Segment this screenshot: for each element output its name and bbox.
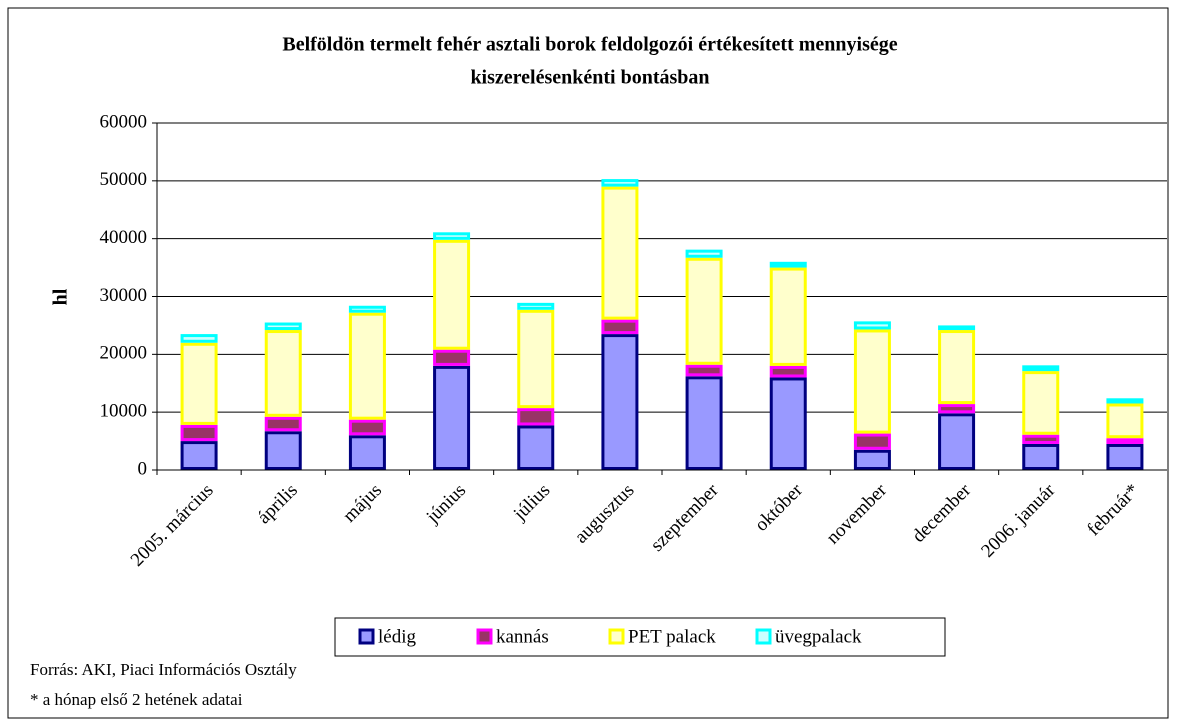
bar-segment: [769, 267, 807, 366]
bar-segment: [1022, 365, 1060, 372]
bar-segment: [938, 330, 976, 405]
bar-segment: [264, 416, 302, 432]
legend-swatch: [476, 628, 493, 645]
bar-segment: [938, 404, 976, 414]
bar-segment: [348, 435, 386, 470]
bar-segment: [1022, 371, 1060, 435]
bar-segment: [180, 424, 218, 442]
bar-segment: [433, 232, 471, 240]
bar-segment: [601, 186, 639, 320]
bar-segment: [769, 377, 807, 471]
bar-segment: [685, 364, 723, 377]
bar-segment: [180, 342, 218, 425]
bar-segment: [853, 433, 891, 450]
bar-segment: [433, 349, 471, 366]
bar-segment: [180, 441, 218, 471]
y-tick-label: 0: [138, 458, 148, 479]
source-note: Forrás: AKI, Piaci Információs Osztály: [30, 660, 297, 679]
bar-segment: [433, 239, 471, 350]
bar-segment: [1106, 398, 1144, 404]
bar-segment: [517, 309, 555, 409]
bar-segment: [938, 325, 976, 331]
bar-segment: [769, 365, 807, 378]
bar-segment: [517, 408, 555, 426]
bar-segment: [853, 321, 891, 330]
bar-segment: [853, 449, 891, 470]
bar-segment: [348, 312, 386, 420]
bar-segment: [348, 305, 386, 313]
legend-label: kannás: [496, 626, 549, 647]
bar-segment: [601, 319, 639, 335]
y-tick-label: 20000: [100, 343, 148, 364]
chart-title: kiszerelésenkénti bontásban: [470, 67, 709, 89]
bar-segment: [433, 365, 471, 470]
y-tick-label: 30000: [100, 285, 148, 306]
chart-title: Belföldön termelt fehér asztali borok fe…: [282, 34, 897, 56]
bar-segment: [601, 334, 639, 471]
legend-label: PET palack: [628, 626, 716, 647]
legend-swatch: [755, 628, 772, 645]
legend-box: [334, 617, 946, 657]
bar-segment: [1106, 438, 1144, 444]
bar-segment: [853, 329, 891, 434]
legend-swatch: [358, 628, 375, 645]
y-axis-label: hl: [50, 288, 72, 305]
bar-segment: [938, 413, 976, 470]
bar-segment: [264, 431, 302, 471]
bar-segment: [517, 302, 555, 310]
bar-segment: [685, 249, 723, 258]
bar-segment: [1106, 443, 1144, 471]
legend-label: üvegpalack: [775, 626, 862, 647]
bar-segment: [1022, 443, 1060, 471]
footnote: * a hónap első 2 hetének adatai: [30, 690, 243, 709]
legend-swatch: [608, 628, 625, 645]
bar-segment: [264, 330, 302, 417]
y-tick-label: 40000: [100, 227, 148, 248]
y-tick-label: 10000: [100, 401, 148, 422]
y-tick-label: 60000: [100, 111, 148, 132]
bar-segment: [264, 322, 302, 331]
bar-segment: [517, 425, 555, 470]
y-tick-label: 50000: [100, 169, 148, 190]
bar-segment: [348, 419, 386, 436]
bar-segment: [685, 376, 723, 470]
bar-segment: [1106, 403, 1144, 439]
bar-segment: [769, 261, 807, 268]
bar-segment: [1022, 434, 1060, 444]
bar-segment: [180, 334, 218, 343]
bar-segment: [685, 257, 723, 365]
legend-label: lédig: [378, 626, 416, 647]
bar-segment: [601, 179, 639, 187]
